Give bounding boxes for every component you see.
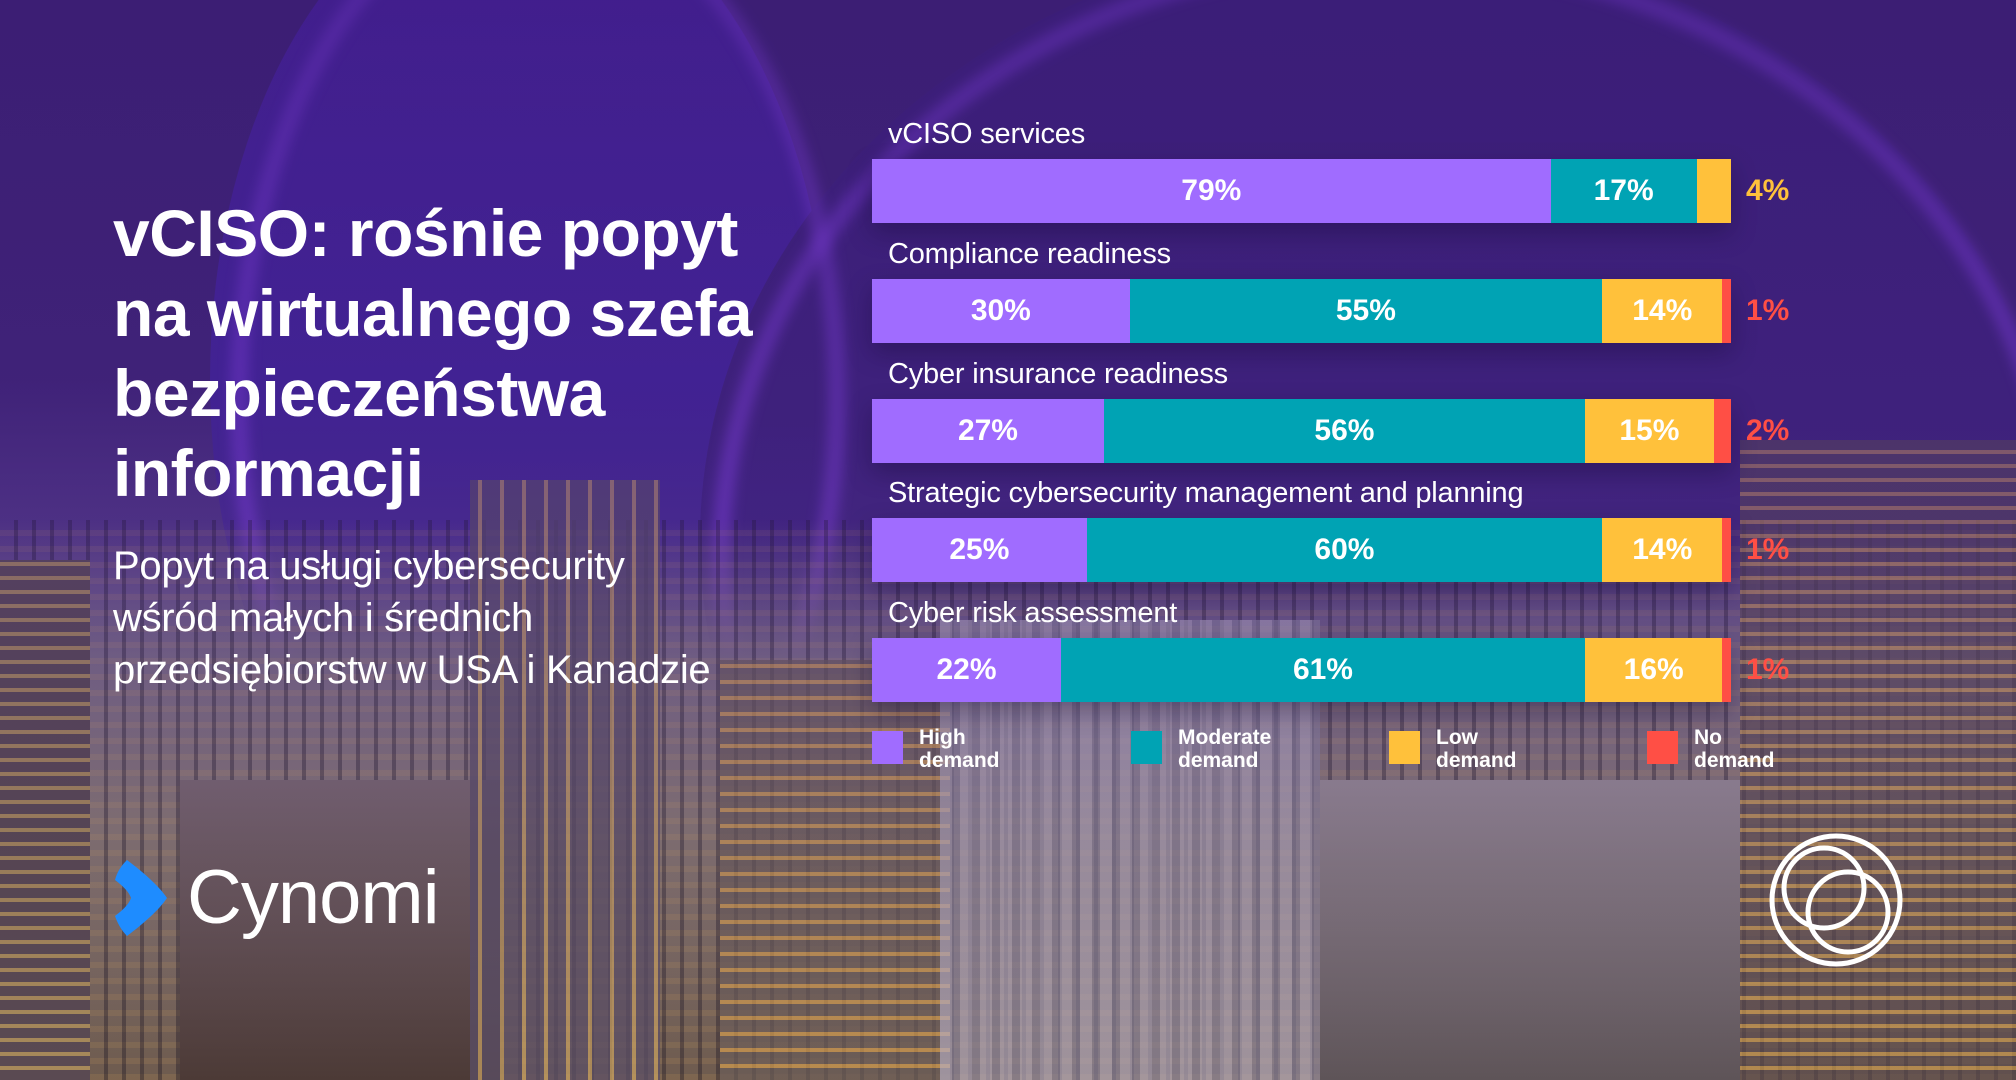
legend-label-line: demand	[1694, 749, 1775, 772]
bar-segment-low: 15%	[1584, 399, 1714, 463]
outside-value-label: 1%	[1746, 533, 1790, 566]
title-line: na wirtualnego szefa	[113, 276, 753, 350]
legend-label-line: demand	[1178, 749, 1259, 772]
legend-label-line: Low	[1436, 726, 1478, 749]
category-label: Compliance readiness	[888, 238, 1171, 270]
legend-label: Low demand	[1436, 726, 1517, 772]
bar-segment-high: 79%	[872, 159, 1551, 223]
category-label: Cyber insurance readiness	[888, 358, 1228, 390]
outside-value-label: 4%	[1746, 174, 1790, 207]
stacked-bar: 30% 55% 14%	[872, 279, 1731, 343]
stacked-bar: 27% 56% 15%	[872, 399, 1731, 463]
bar-segment-moderate: 55%	[1129, 279, 1603, 343]
legend-swatch	[1647, 731, 1678, 764]
category-label: Strategic cybersecurity management and p…	[888, 477, 1524, 509]
legend-item-moderate: Moderate demand	[1131, 726, 1271, 772]
subtitle-line: Popyt na usługi cybersecurity	[113, 544, 625, 588]
legend-swatch	[872, 731, 903, 764]
category-label: Cyber risk assessment	[888, 597, 1178, 629]
circle-swirl-logo-icon	[1769, 833, 1903, 967]
bar-segment-high: 25%	[872, 518, 1087, 582]
outside-value-label: 1%	[1746, 294, 1790, 327]
bar-segment-none	[1722, 638, 1731, 702]
page-title: vCISO: rośnie popyt na wirtualnego szefa…	[113, 193, 873, 513]
legend-label: No demand	[1694, 726, 1775, 772]
bar-segment-moderate: 56%	[1103, 399, 1585, 463]
legend-label: High demand	[919, 726, 1000, 772]
legend-label: Moderate demand	[1178, 726, 1271, 772]
bar-segment-high: 22%	[872, 638, 1061, 702]
bar-segment-low: 14%	[1602, 279, 1723, 343]
cynomi-logo: Cynomi	[113, 855, 440, 940]
legend-label-line: demand	[919, 749, 1000, 772]
outside-value-label: 2%	[1746, 414, 1790, 447]
brand-name: Cynomi	[187, 855, 440, 940]
legend-label-line: demand	[1436, 749, 1517, 772]
legend-label-line: Moderate	[1178, 726, 1272, 749]
stacked-bar: 79% 17%	[872, 159, 1731, 223]
bar-segment-low: 16%	[1584, 638, 1723, 702]
stacked-bar: 22% 61% 16%	[872, 638, 1731, 702]
bar-segment-high: 30%	[872, 279, 1130, 343]
stacked-bar: 25% 60% 14%	[872, 518, 1731, 582]
legend-label-line: High	[919, 726, 966, 749]
subtitle-line: wśród małych i średnich	[113, 596, 533, 640]
bar-segment-none	[1722, 518, 1731, 582]
bar-segment-low: 14%	[1602, 518, 1723, 582]
page-subtitle: Popyt na usługi cybersecurity wśród mały…	[113, 540, 873, 696]
cynomi-mark-icon	[115, 860, 167, 936]
legend-item-high: High demand	[872, 726, 1000, 772]
bar-segment-moderate: 60%	[1086, 518, 1603, 582]
bar-segment-none	[1722, 279, 1731, 343]
bar-segment-moderate: 61%	[1060, 638, 1585, 702]
title-line: vCISO: rośnie popyt	[113, 196, 738, 270]
bar-segment-low	[1696, 159, 1731, 223]
title-line: informacji	[113, 436, 424, 510]
bar-segment-none	[1713, 399, 1731, 463]
legend-item-low: Low demand	[1389, 726, 1517, 772]
bar-segment-moderate: 17%	[1550, 159, 1697, 223]
category-label: vCISO services	[888, 118, 1086, 150]
legend-swatch	[1131, 731, 1162, 764]
bar-segment-high: 27%	[872, 399, 1104, 463]
legend-swatch	[1389, 731, 1420, 764]
legend-label-line: No	[1694, 726, 1722, 749]
chart-legend: High demand Moderate demand Low demand No deman…	[872, 726, 1872, 776]
subtitle-line: przedsiębiorstw w USA i Kanadzie	[113, 648, 711, 692]
title-line: bezpieczeństwa	[113, 356, 605, 430]
legend-item-none: No demand	[1647, 726, 1775, 772]
outside-value-label: 1%	[1746, 653, 1790, 686]
